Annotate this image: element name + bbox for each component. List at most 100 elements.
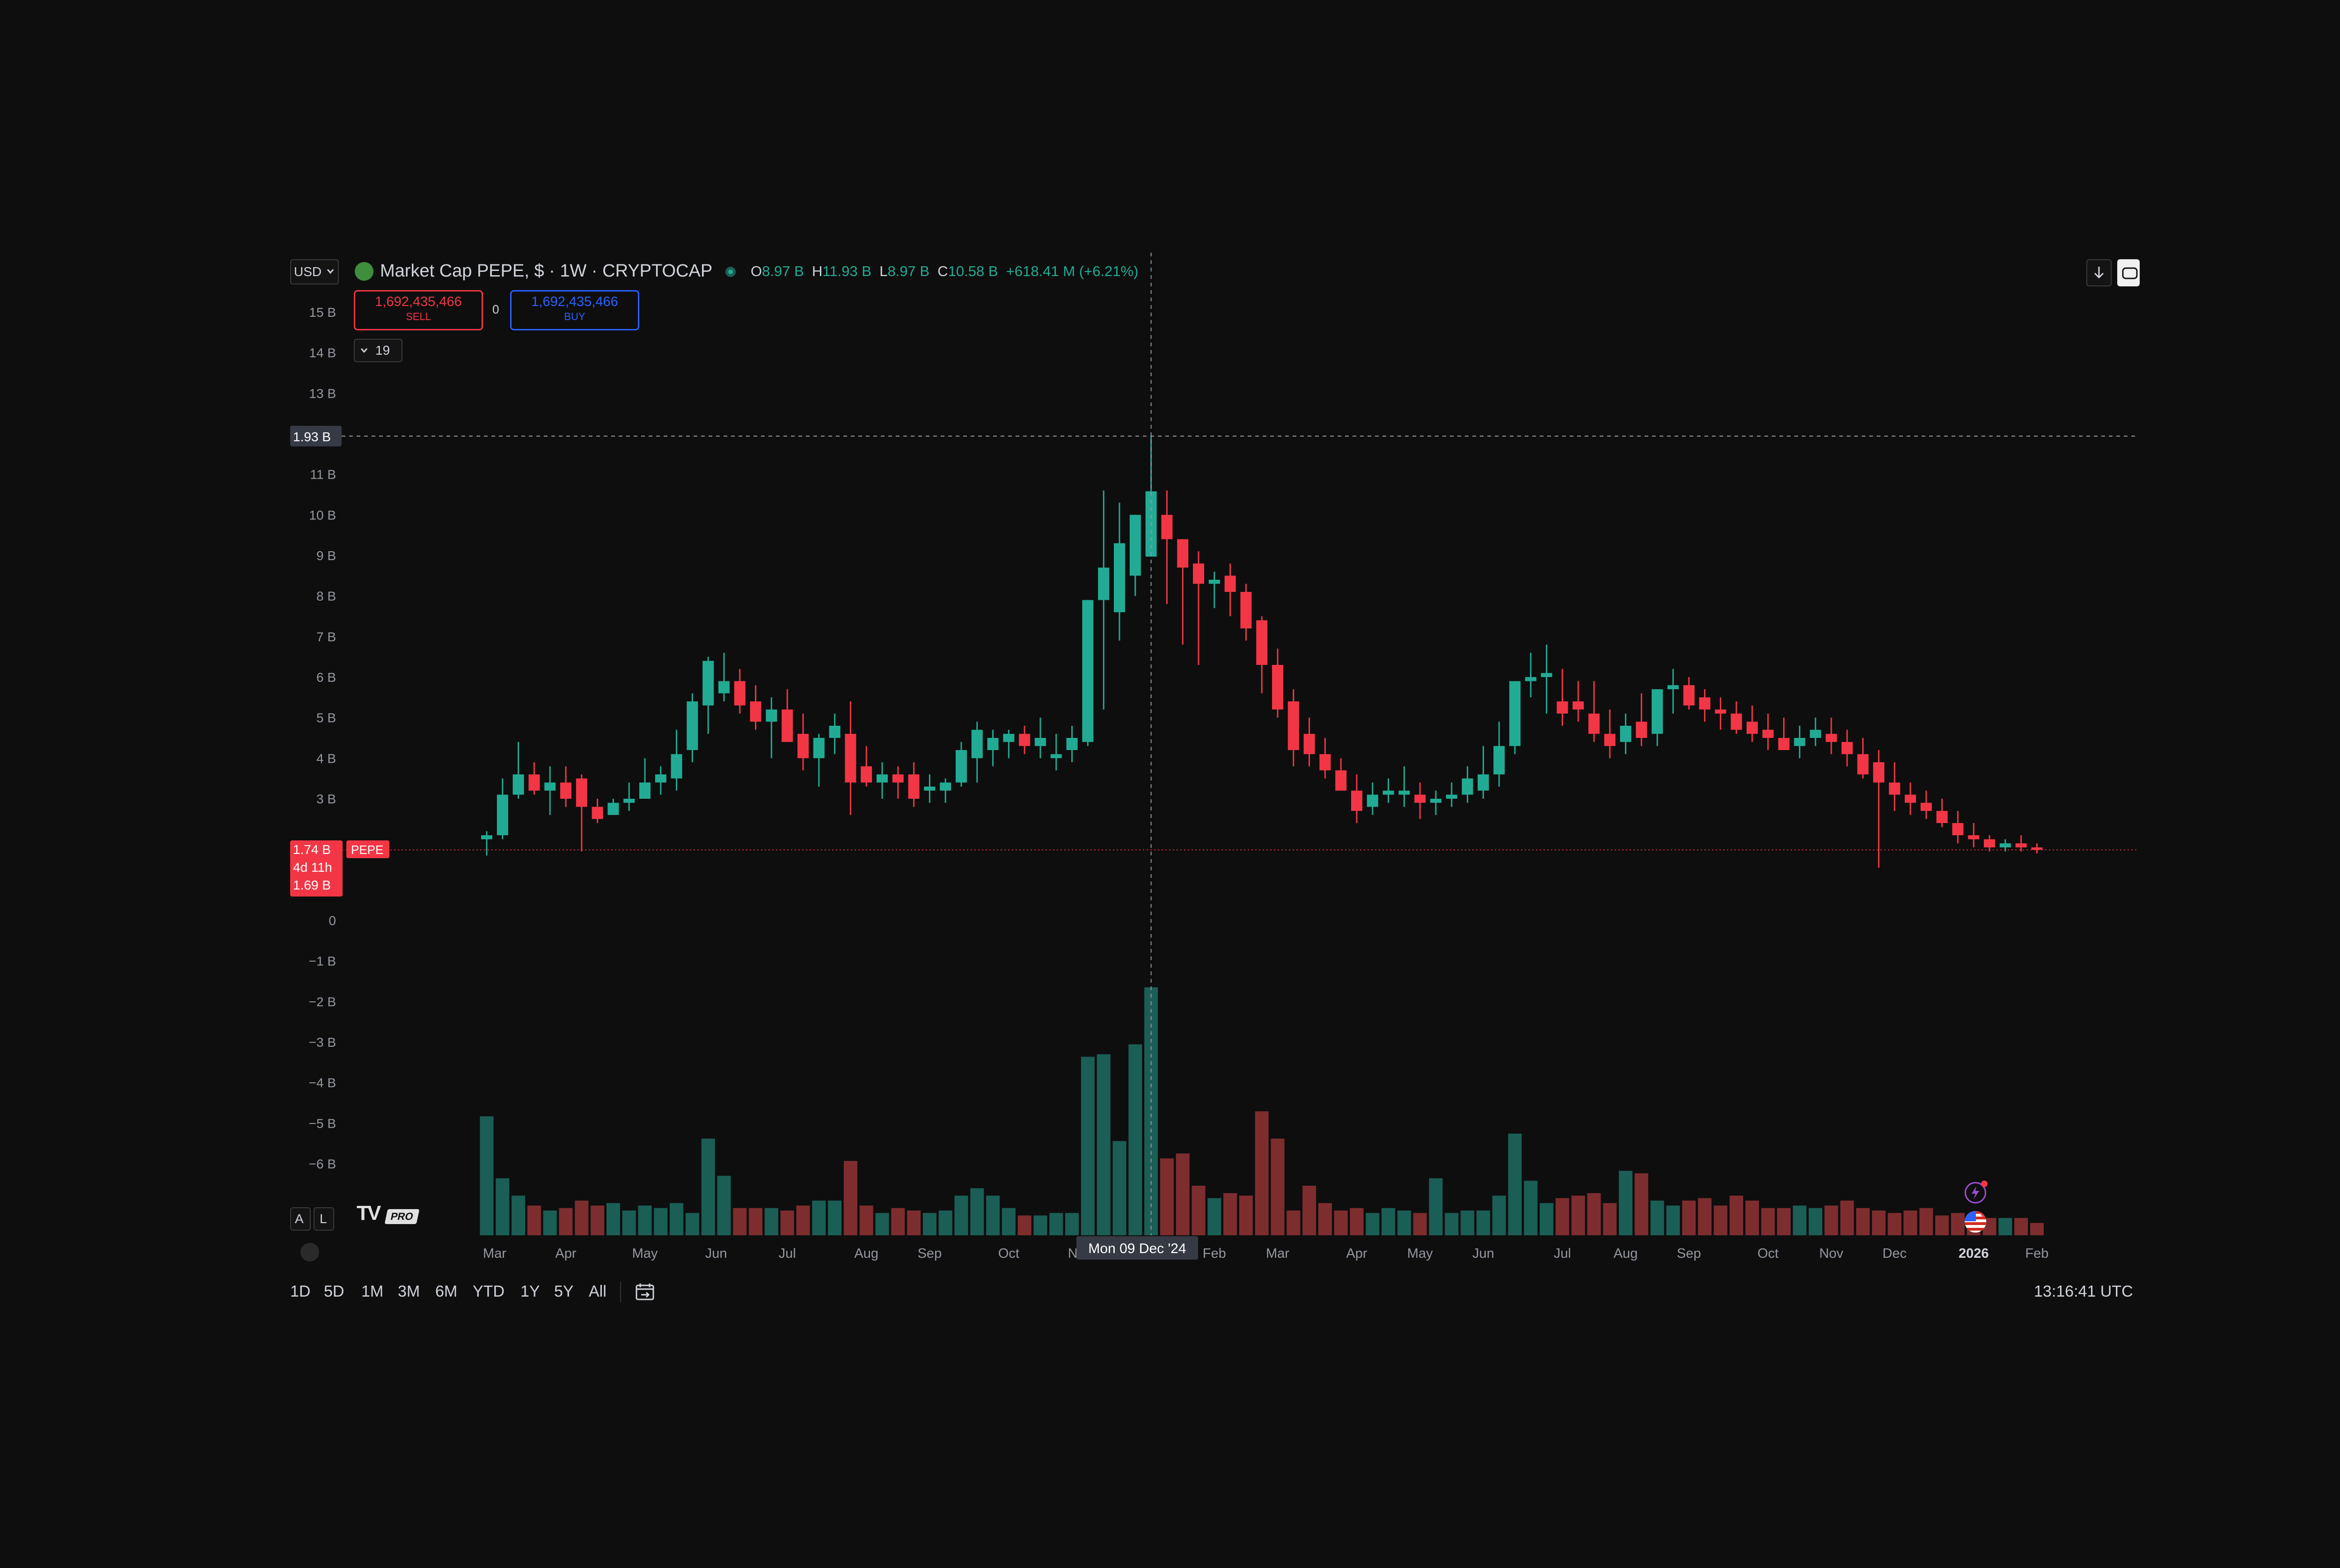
- timeframe-1y[interactable]: 1Y: [520, 1283, 540, 1300]
- volume-bar: [1524, 1181, 1538, 1235]
- volume-bar: [1192, 1186, 1206, 1235]
- candle-body: [1873, 762, 1885, 783]
- volume-bar: [1666, 1205, 1680, 1235]
- spread-value: 0: [492, 302, 499, 316]
- currency-selector[interactable]: USD: [290, 259, 339, 284]
- zoom-icon[interactable]: [300, 1243, 319, 1262]
- candle-body: [924, 786, 936, 791]
- timeframe-bar: 1D 5D 1M 3M 6M YTD 1Y 5Y All 13:16:41 UT…: [290, 1280, 2139, 1305]
- candle-body: [1272, 664, 1283, 710]
- y-tick-label: 10 B: [309, 508, 336, 522]
- current-low: 1.69 B: [293, 878, 331, 892]
- volume-bar: [891, 1208, 905, 1235]
- chevron-down-icon: [360, 348, 368, 353]
- candle-body: [908, 774, 920, 799]
- timeframe-all[interactable]: All: [589, 1283, 607, 1300]
- volume-bar: [1951, 1213, 1965, 1235]
- indicators-toggle[interactable]: 19: [354, 339, 402, 362]
- market-status-dot: [725, 267, 736, 277]
- volume-bar: [1476, 1211, 1490, 1235]
- volume-bar: [1935, 1215, 1949, 1235]
- bar-countdown: 4d 11h: [293, 860, 332, 875]
- volume-bar: [543, 1211, 557, 1235]
- timeframe-3m[interactable]: 3M: [398, 1283, 420, 1300]
- candle-body: [1636, 722, 1647, 738]
- volume-bar: [986, 1196, 1000, 1235]
- x-tick-label: Jul: [779, 1246, 796, 1261]
- sell-button[interactable]: 1,692,435,466 SELL: [354, 290, 483, 330]
- candle-body: [1525, 677, 1536, 681]
- download-button[interactable]: [2086, 259, 2112, 286]
- x-tick-label: Aug: [854, 1246, 878, 1261]
- volume-bar: [1144, 987, 1158, 1235]
- chart-canvas[interactable]: 15 B 14 B 13 B 11 B 10 B 9 B 8 B 7 B 6 B 5 B 4 B 3 …: [290, 253, 2139, 1305]
- volume-bar: [1097, 1054, 1111, 1235]
- y-tick-label: 11 B: [310, 467, 336, 482]
- candle-body: [1477, 774, 1489, 791]
- chart-title[interactable]: Market Cap PEPE, $ · 1W · CRYPTOCAP: [380, 261, 713, 281]
- candle-body: [1382, 790, 1394, 795]
- candle-body: [1367, 795, 1378, 807]
- volume-bar: [1413, 1213, 1427, 1235]
- candle-body: [1335, 770, 1347, 791]
- timeframe-5y[interactable]: 5Y: [554, 1283, 574, 1300]
- x-tick-label: Oct: [1757, 1246, 1778, 1261]
- snapshot-button[interactable]: [2117, 259, 2140, 286]
- candle-body: [718, 681, 730, 693]
- candle-body: [1905, 795, 1916, 803]
- calendar-icon[interactable]: [634, 1281, 657, 1304]
- auto-scale-button[interactable]: A: [290, 1207, 311, 1231]
- volume-bar: [1555, 1198, 1569, 1235]
- candle-body: [1240, 591, 1252, 628]
- x-tick-label: Nov: [1819, 1246, 1843, 1261]
- candle-body: [1098, 567, 1110, 600]
- ohlc-legend: O8.97 B H11.93 B L8.97 B C10.58 B +618.4…: [751, 263, 1139, 279]
- flag-icon[interactable]: [1965, 1211, 1986, 1233]
- volume-bar: [780, 1211, 794, 1235]
- volume-bar: [954, 1196, 968, 1235]
- volume-bar: [1287, 1211, 1301, 1235]
- log-scale-button[interactable]: L: [314, 1207, 334, 1231]
- candle-body: [1841, 742, 1853, 754]
- y-tick-label: −1 B: [309, 954, 336, 969]
- volume-bar: [843, 1161, 857, 1235]
- timeframe-5d[interactable]: 5D: [324, 1283, 344, 1300]
- current-price: 1.74 B: [293, 842, 331, 857]
- y-tick-label: 9 B: [316, 548, 336, 563]
- candle-body: [1572, 701, 1584, 710]
- indicators-count: 19: [375, 343, 390, 357]
- timeframe-1m[interactable]: 1M: [361, 1283, 384, 1300]
- x-tick-label: Sep: [918, 1246, 942, 1261]
- volume-bar: [1271, 1138, 1285, 1235]
- volume-bar: [1382, 1208, 1396, 1235]
- y-tick-label: −2 B: [309, 994, 336, 1009]
- candle-body: [1398, 790, 1410, 795]
- volume-bar: [1033, 1215, 1047, 1235]
- candle-body: [1208, 579, 1220, 584]
- timeframe-6m[interactable]: 6M: [435, 1283, 458, 1300]
- volume-bar: [1650, 1200, 1664, 1235]
- candle-body: [892, 774, 904, 783]
- volume-bar: [685, 1213, 699, 1235]
- candle-body: [1035, 737, 1046, 746]
- candle-body: [1161, 515, 1173, 540]
- volume-bar: [1903, 1211, 1917, 1235]
- candle-body: [1287, 701, 1299, 750]
- volume-bar: [1571, 1196, 1585, 1235]
- candle-body: [1968, 835, 1980, 839]
- volume-bar: [1223, 1193, 1237, 1235]
- candle-body: [1066, 737, 1078, 750]
- volume-bar: [1634, 1173, 1648, 1235]
- buy-button[interactable]: 1,692,435,466 BUY: [510, 290, 639, 330]
- volume-bar: [1682, 1200, 1696, 1235]
- volume-bar: [1872, 1211, 1886, 1235]
- current-price-label: 1.74 B 4d 11h 1.69 B: [290, 840, 343, 897]
- lightning-icon[interactable]: [1965, 1181, 1988, 1203]
- x-tick-label: Apr: [555, 1246, 576, 1261]
- volume-bar: [670, 1203, 684, 1235]
- volume-bar: [1081, 1057, 1095, 1235]
- clock-time[interactable]: 13:16:41 UTC: [2034, 1283, 2133, 1300]
- volume-bar: [1998, 1218, 2012, 1235]
- timeframe-1d[interactable]: 1D: [290, 1283, 311, 1300]
- timeframe-ytd[interactable]: YTD: [473, 1283, 505, 1300]
